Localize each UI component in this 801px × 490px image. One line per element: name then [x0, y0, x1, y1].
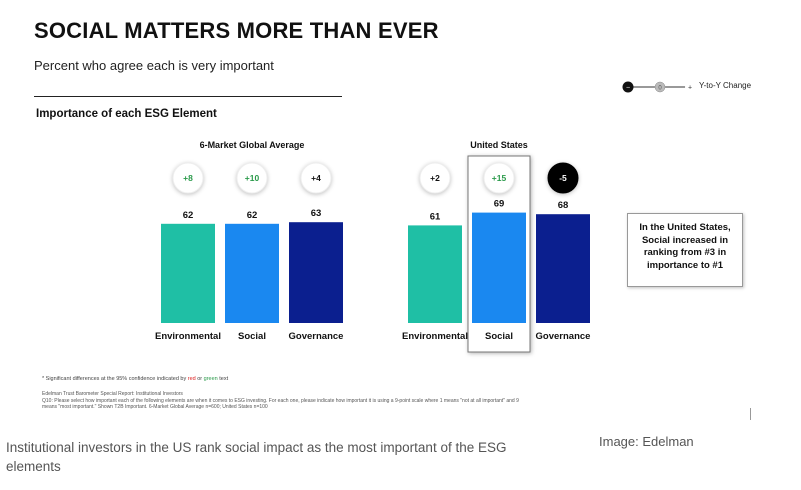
bar-0-1 [225, 223, 279, 323]
footnote-suffix: text [217, 376, 229, 382]
bar-1-0 [408, 225, 462, 323]
change-badge-0-1 [236, 162, 268, 194]
category-label-0-1: Social [238, 331, 266, 342]
callout-box: In the United States, Social increased i… [627, 213, 743, 287]
slide-subtitle: Percent who agree each is very important [34, 58, 274, 73]
change-label-1-1: +15 [492, 173, 507, 183]
slide-title: SOCIAL MATTERS MORE THAN EVER [34, 18, 439, 43]
slide: SOCIAL MATTERS MORE THAN EVER Percent wh… [6, 0, 758, 425]
change-label-1-2: -5 [559, 173, 567, 183]
change-label-0-0: +8 [183, 173, 193, 183]
value-label-1-2: 68 [558, 200, 569, 211]
change-label-0-2: +4 [311, 173, 321, 183]
source-footnote: Edelman Trust Barometer Special Report: … [42, 391, 522, 411]
image-credit: Image: Edelman [599, 434, 694, 449]
value-label-1-0: 61 [430, 211, 441, 222]
edge-mark [750, 408, 751, 420]
footnote-prefix: * Significant differences at the 95% con… [42, 376, 188, 382]
image-caption: Institutional investors in the US rank s… [6, 440, 507, 474]
legend-change-icon: − 0 + [622, 81, 695, 93]
footnote-or: or [195, 376, 204, 382]
source-line-1: Edelman Trust Barometer Special Report: … [42, 391, 183, 397]
value-label-0-2: 63 [311, 208, 322, 219]
value-label-1-1: 69 [494, 199, 505, 210]
category-label-0-0: Environmental [155, 331, 221, 342]
bar-1-2 [536, 214, 590, 323]
change-badge-0-2 [300, 162, 332, 194]
bar-1-1 [472, 212, 526, 323]
footnote-red-word: red [187, 376, 196, 382]
chart-title-0: 6-Market Global Average [200, 140, 305, 150]
change-badge-1-1 [483, 162, 515, 194]
value-label-0-0: 62 [183, 210, 194, 221]
change-badge-1-2 [547, 162, 579, 194]
title-divider [34, 96, 342, 97]
bar-0-0 [161, 223, 215, 323]
footnote-green-word: green [203, 376, 218, 382]
svg-text:0: 0 [658, 86, 662, 92]
svg-text:−: − [626, 85, 630, 92]
value-label-0-1: 62 [247, 210, 258, 221]
category-label-1-2: Governance [536, 331, 591, 342]
category-label-0-2: Governance [289, 331, 344, 342]
category-label-1-1: Social [485, 331, 513, 342]
change-badge-0-0 [172, 162, 204, 194]
svg-text:+: + [688, 85, 692, 92]
change-badge-1-0 [419, 162, 451, 194]
source-line-2: Q10: Please select how important each of… [42, 397, 519, 411]
bar-charts: 6-Market Global Average +8 62 Environmental… [155, 140, 591, 353]
change-label-0-1: +10 [245, 173, 260, 183]
change-label-1-0: +2 [430, 173, 440, 183]
chart-title-1: United States [470, 140, 528, 150]
legend-label: Y-to-Y Change [699, 81, 752, 90]
significance-footnote: * Significant differences at the 95% con… [42, 376, 228, 382]
callout-text: In the United States, Social increased i… [639, 222, 731, 271]
bar-0-2 [289, 222, 343, 323]
category-label-1-0: Environmental [402, 331, 468, 342]
section-label: Importance of each ESG Element [36, 108, 217, 120]
